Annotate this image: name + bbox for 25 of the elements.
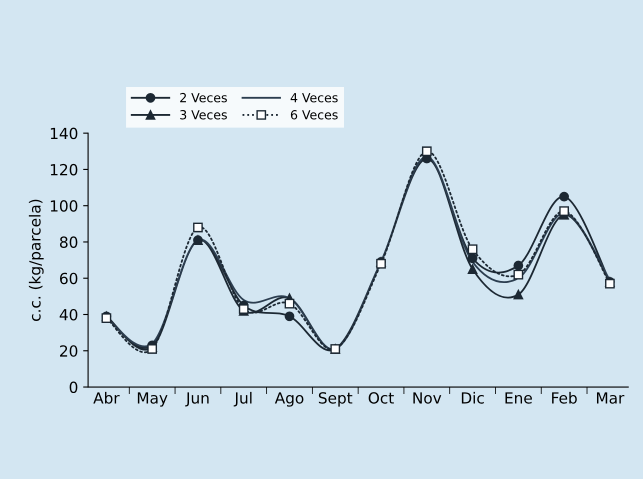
x-tick-label: Mar	[596, 392, 624, 404]
y-tick-label: 80	[60, 236, 78, 248]
x-tick-label: Nov	[413, 392, 442, 404]
x-tick-label: Sept	[318, 392, 352, 407]
y-tick-label: 140	[50, 128, 78, 140]
y-axis-title: c.c. (kg/parcela)	[28, 200, 44, 321]
x-tick-label: Ene	[505, 392, 532, 404]
legend-label: 6 Veces	[290, 110, 338, 120]
y-tick-label: 100	[50, 200, 78, 212]
x-tick-label: Dic	[462, 392, 484, 404]
legend-label: 4 Veces	[290, 93, 338, 102]
x-tick-label: Abr	[93, 392, 120, 404]
legend-label: 2 Veces	[180, 92, 227, 102]
x-tick-label: May	[138, 392, 168, 407]
x-tick-label: Feb	[552, 392, 577, 404]
y-tick-label: 40	[60, 308, 78, 321]
y-tick-label: 60	[60, 272, 78, 284]
x-tick-label: Jul	[234, 392, 252, 407]
x-tick-label: Jun	[185, 392, 209, 407]
legend-label: 3 Veces	[180, 110, 227, 120]
y-tick-label: 0	[70, 381, 78, 394]
x-tick-label: Ago	[274, 392, 304, 407]
y-tick-label: 20	[60, 345, 78, 357]
x-tick-label: Oct	[368, 392, 394, 404]
y-tick-label: 120	[50, 164, 78, 176]
